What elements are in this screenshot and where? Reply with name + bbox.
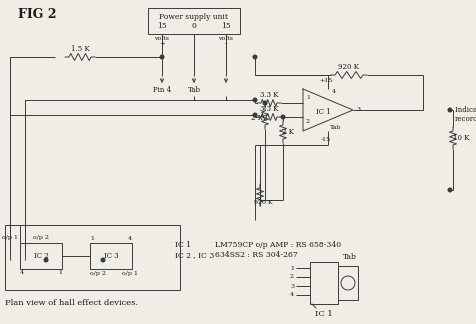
Text: 3.3 K: 3.3 K — [259, 91, 278, 99]
Circle shape — [447, 188, 451, 192]
Text: 4: 4 — [128, 236, 132, 240]
Text: 920 K: 920 K — [338, 63, 359, 71]
Text: o/p 1: o/p 1 — [122, 271, 138, 275]
Circle shape — [281, 115, 284, 119]
Text: Tab: Tab — [329, 125, 341, 131]
Text: 1: 1 — [58, 271, 62, 275]
Text: 3: 3 — [355, 108, 359, 112]
Circle shape — [447, 108, 451, 112]
Text: IC 1: IC 1 — [175, 241, 190, 249]
Circle shape — [253, 98, 256, 102]
Text: volts: volts — [218, 36, 233, 40]
Circle shape — [253, 55, 256, 59]
Text: +: + — [159, 40, 165, 48]
Text: o/p 1: o/p 1 — [2, 236, 18, 240]
Bar — [20, 243, 62, 269]
Text: o/p 2: o/p 2 — [90, 271, 106, 275]
Text: recorder.: recorder. — [454, 115, 476, 123]
Text: Tab: Tab — [187, 86, 200, 94]
Text: IC 1: IC 1 — [315, 310, 332, 318]
Text: -: - — [224, 40, 227, 48]
Bar — [337, 266, 357, 300]
Text: IC 1: IC 1 — [315, 108, 330, 116]
Text: IC 2: IC 2 — [33, 252, 48, 260]
Text: IC 2 , IC 3: IC 2 , IC 3 — [175, 251, 214, 259]
Text: IC 3: IC 3 — [103, 252, 118, 260]
Text: 1: 1 — [289, 265, 293, 271]
Circle shape — [160, 55, 163, 59]
Bar — [90, 243, 132, 269]
Text: Pin 4: Pin 4 — [153, 86, 171, 94]
Text: 10 K: 10 K — [452, 134, 468, 142]
Text: 634SS2 : RS 304-267: 634SS2 : RS 304-267 — [215, 251, 297, 259]
Circle shape — [263, 101, 266, 105]
Text: FIG 2: FIG 2 — [18, 7, 56, 20]
Text: 2 K: 2 K — [250, 114, 262, 122]
Text: 2: 2 — [306, 120, 309, 124]
Text: Indicator or: Indicator or — [454, 106, 476, 114]
Bar — [309, 262, 337, 304]
Text: 4: 4 — [331, 89, 336, 95]
Bar — [148, 8, 239, 34]
Text: 15: 15 — [221, 22, 230, 30]
Text: 15: 15 — [157, 22, 167, 30]
Text: LM759CP o/p AMP : RS 658-340: LM759CP o/p AMP : RS 658-340 — [215, 241, 340, 249]
Circle shape — [101, 258, 105, 262]
Text: 1: 1 — [90, 236, 94, 240]
Text: Power supply unit: Power supply unit — [159, 13, 228, 21]
Text: +15: +15 — [319, 78, 332, 84]
Text: o/p 2: o/p 2 — [33, 236, 49, 240]
Text: Tab: Tab — [342, 253, 356, 261]
Text: 4: 4 — [289, 293, 293, 297]
Text: 2 K: 2 K — [281, 128, 293, 136]
Text: volts: volts — [154, 36, 169, 40]
Text: 2: 2 — [289, 274, 293, 280]
Text: -15: -15 — [320, 137, 330, 143]
Text: 0: 0 — [191, 22, 196, 30]
Circle shape — [44, 258, 48, 262]
Text: 3: 3 — [289, 284, 293, 288]
Circle shape — [253, 113, 256, 117]
Bar — [5, 225, 179, 290]
Text: 3.3 K: 3.3 K — [259, 105, 278, 113]
Text: 1.5 K: 1.5 K — [70, 45, 89, 53]
Text: 1: 1 — [306, 96, 309, 100]
Text: 920 K: 920 K — [253, 201, 272, 205]
Text: Plan view of hall effect devices.: Plan view of hall effect devices. — [5, 299, 138, 307]
Text: 4: 4 — [20, 271, 24, 275]
